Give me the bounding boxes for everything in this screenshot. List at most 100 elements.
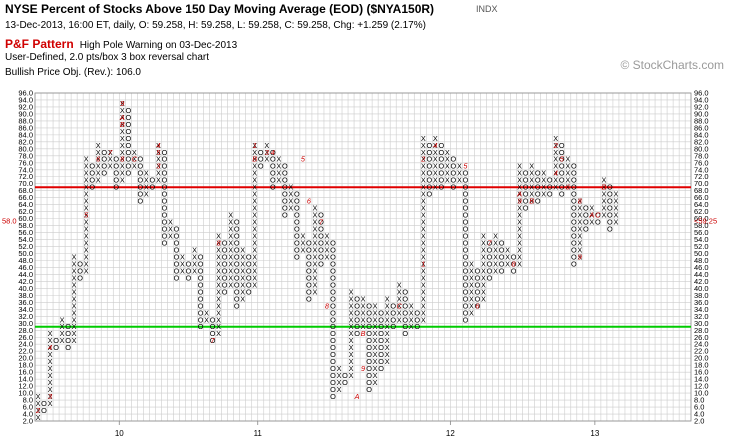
- o-mark: O: [174, 266, 180, 275]
- x-mark: X: [216, 301, 221, 310]
- x-mark: X: [457, 162, 462, 171]
- x-mark: X: [48, 343, 53, 352]
- o-mark: O: [125, 162, 131, 171]
- x-mark: X: [421, 197, 426, 206]
- o-mark: O: [330, 273, 336, 282]
- y-tick-label-left: 16.0: [18, 368, 33, 377]
- o-mark: O: [487, 259, 493, 268]
- month-marker: 9: [578, 252, 582, 261]
- x-mark: X: [601, 204, 606, 213]
- month-marker: B: [601, 183, 606, 192]
- y-tick-label-right: 90.0: [694, 109, 709, 118]
- chart-title: NYSE Percent of Stocks Above 150 Day Mov…: [5, 2, 435, 16]
- o-mark: O: [571, 232, 577, 241]
- o-mark: O: [125, 106, 131, 115]
- x-mark: X: [517, 245, 522, 254]
- o-mark: O: [162, 211, 168, 220]
- x-mark: X: [264, 148, 269, 157]
- month-marker: 1: [253, 141, 257, 150]
- o-mark: O: [559, 162, 565, 171]
- y-tick-label-right: 2.0: [694, 417, 704, 426]
- o-mark: O: [402, 322, 408, 331]
- o-mark: O: [378, 364, 384, 373]
- month-marker: C: [595, 211, 601, 220]
- y-tick-label-left: 38.0: [18, 291, 33, 300]
- o-mark: O: [330, 245, 336, 254]
- x-mark: X: [60, 315, 65, 324]
- x-axis: 10 11 12 13: [115, 421, 600, 438]
- x-mark: X: [337, 378, 342, 387]
- x-mark: X: [228, 266, 233, 275]
- o-mark: O: [354, 315, 360, 324]
- o-mark: O: [198, 252, 204, 261]
- x-mark: X: [421, 238, 426, 247]
- x-mark: X: [120, 162, 125, 171]
- x-mark: X: [120, 120, 125, 129]
- x-mark: X: [421, 155, 426, 164]
- x-mark: X: [252, 141, 257, 150]
- x-mark: X: [72, 266, 77, 275]
- o-mark: O: [113, 176, 119, 185]
- x-mark: X: [252, 169, 257, 178]
- x-mark: X: [228, 225, 233, 234]
- o-mark: O: [354, 322, 360, 331]
- x-mark: X: [216, 273, 221, 282]
- o-mark: O: [282, 183, 288, 192]
- o-mark: O: [282, 162, 288, 171]
- o-mark: O: [77, 273, 83, 282]
- y-tick-label-left: 2.0: [23, 417, 33, 426]
- o-mark: O: [366, 371, 372, 380]
- y-tick-label-left: 58.0: [18, 221, 33, 230]
- o-mark: O: [547, 176, 553, 185]
- x-mark: X: [156, 155, 161, 164]
- month-marker: 6: [475, 301, 480, 310]
- month-marker: A: [516, 190, 522, 199]
- o-mark: O: [378, 322, 384, 331]
- x-mark: X: [252, 273, 257, 282]
- y-tick-label-left: 24.0: [18, 340, 33, 349]
- o-mark: O: [174, 273, 180, 282]
- o-mark: O: [463, 183, 469, 192]
- x-mark: X: [517, 232, 522, 241]
- x-mark: X: [433, 162, 438, 171]
- o-mark: O: [511, 259, 517, 268]
- month-marker: B: [252, 155, 257, 164]
- o-mark: O: [463, 266, 469, 275]
- stockcharts-watermark: © StockCharts.com: [620, 58, 724, 72]
- x-mark: X: [421, 204, 426, 213]
- x-mark: X: [385, 329, 390, 338]
- o-mark: O: [101, 148, 107, 157]
- x-mark: X: [72, 294, 77, 303]
- o-mark: O: [222, 252, 228, 261]
- o-mark: O: [571, 259, 577, 268]
- y-tick-label-right: 26.0: [694, 333, 709, 342]
- x-mark: X: [433, 141, 438, 150]
- o-mark: O: [258, 148, 264, 157]
- month-marker: 8: [325, 301, 330, 310]
- o-mark: O: [198, 315, 204, 324]
- o-mark: O: [198, 266, 204, 275]
- o-mark: O: [426, 155, 432, 164]
- x-mark: X: [397, 308, 402, 317]
- y-tick-label-left: 86.0: [18, 123, 33, 132]
- x-mark: X: [252, 238, 257, 247]
- o-mark: O: [426, 148, 432, 157]
- x-mark: X: [108, 148, 113, 157]
- o-mark: O: [162, 169, 168, 178]
- x-mark: X: [349, 315, 354, 324]
- y-tick-label-right: 32.0: [694, 312, 709, 321]
- y-tick-label-left: 42.0: [18, 277, 33, 286]
- o-mark: O: [499, 252, 505, 261]
- o-mark: O: [174, 232, 180, 241]
- o-mark: O: [222, 287, 228, 296]
- o-mark: O: [246, 252, 252, 261]
- x-mark: X: [312, 266, 317, 275]
- o-mark: O: [222, 238, 228, 247]
- o-mark: O: [101, 162, 107, 171]
- o-mark: O: [463, 315, 469, 324]
- x-mark: X: [240, 252, 245, 261]
- month-marker: 5: [156, 148, 161, 157]
- y-tick-label-right: 18.0: [694, 361, 709, 370]
- x-mark: X: [421, 211, 426, 220]
- o-mark: O: [186, 259, 192, 268]
